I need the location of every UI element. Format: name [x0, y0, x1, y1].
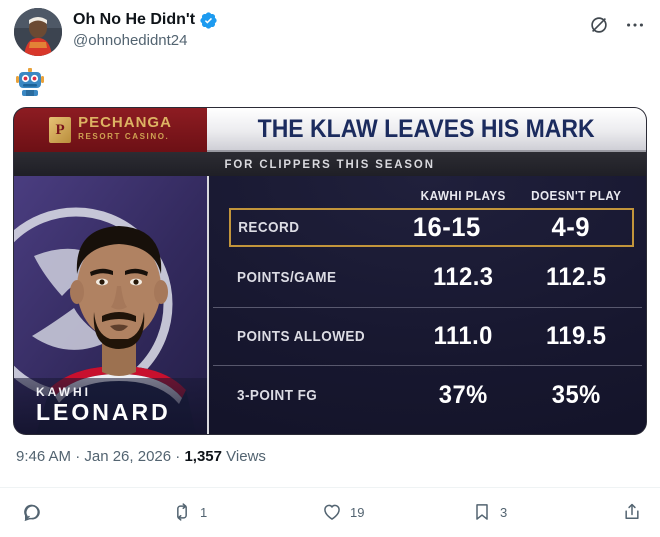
avatar[interactable]: [14, 8, 62, 56]
reply-icon: [24, 504, 40, 522]
more-menu-icon[interactable]: [624, 14, 646, 36]
dot-separator: ·: [175, 448, 181, 465]
player-last-name: LEONARD: [36, 399, 171, 425]
verified-badge-icon: [200, 11, 217, 29]
bookmark-button[interactable]: 3: [472, 502, 622, 522]
stat-label: 3-POINT FG: [237, 386, 318, 404]
views-label: Views: [226, 448, 266, 465]
stat-value-doesnt: 4-9: [550, 212, 590, 242]
pechanga-mark-icon: P: [49, 117, 72, 143]
like-button[interactable]: 19: [322, 502, 472, 522]
stat-value-plays: 37%: [438, 380, 488, 409]
stats-table: KAWHI PLAYS DOESN'T PLAY RECORD 16-15 4-…: [207, 176, 646, 434]
bookmark-count: 3: [500, 504, 508, 520]
retweet-icon: [177, 503, 187, 521]
stat-value-plays: 112.3: [432, 263, 494, 292]
graphic-header: P PECHANGA RESORT CASINO. THE KLAW LEAVE…: [14, 108, 646, 152]
author-handle[interactable]: @ohnohedidnt24: [73, 32, 188, 49]
column-header-plays: KAWHI PLAYS: [420, 188, 506, 203]
heart-icon: [324, 504, 340, 520]
author-name[interactable]: Oh No He Didn't: [73, 11, 196, 28]
tweet-action-bar: 1 19 3: [0, 488, 660, 536]
stat-label: RECORD: [238, 219, 300, 236]
column-header-doesnt-play: DOESN'T PLAY: [530, 188, 621, 203]
table-row: 3-POINT FG 37% 35%: [213, 365, 642, 424]
stat-label: POINTS ALLOWED: [237, 328, 366, 345]
player-name-overlay: KAWHI LEONARD: [14, 378, 207, 434]
stat-value-plays: 111.0: [433, 322, 493, 350]
stat-value-doesnt: 119.5: [545, 322, 607, 350]
season-label: FOR CLIPPERS THIS SEASON: [224, 157, 436, 171]
graphic-title: THE KLAW LEAVES HIS MARK: [258, 114, 595, 143]
tweet-text: [0, 56, 660, 104]
sponsor-name: PECHANGA: [78, 114, 172, 131]
robot-emoji: [16, 68, 44, 96]
sponsor-logo: P PECHANGA RESORT CASINO.: [14, 108, 207, 152]
stat-value-doesnt: 112.5: [545, 263, 607, 292]
season-band: FOR CLIPPERS THIS SEASON: [14, 152, 646, 176]
retweet-count: 1: [200, 504, 208, 520]
header-actions: [588, 8, 646, 36]
divider: [0, 487, 660, 488]
stat-value-doesnt: 35%: [551, 380, 601, 409]
table-row: POINTS ALLOWED 111.0 119.5: [213, 306, 642, 366]
player-first-name: KAWHI: [36, 385, 91, 399]
avatar-image: [14, 8, 62, 56]
author-block: Oh No He Didn't @ohnohedidnt24: [73, 8, 218, 51]
share-button[interactable]: [622, 502, 642, 522]
reply-button[interactable]: [22, 502, 172, 522]
grok-icon[interactable]: [588, 14, 610, 36]
player-photo: KAWHI LEONARD: [14, 176, 207, 434]
table-row: POINTS/GAME 112.3 112.5: [213, 249, 642, 307]
stat-value-plays: 16-15: [412, 212, 481, 242]
like-count: 19: [350, 504, 365, 520]
bookmark-icon: [476, 504, 488, 520]
stats-graphic-card: P PECHANGA RESORT CASINO. THE KLAW LEAVE…: [14, 108, 646, 434]
retweet-button[interactable]: 1: [172, 502, 322, 522]
tweet-header: Oh No He Didn't @ohnohedidnt24: [0, 0, 660, 56]
table-row-record-highlighted: RECORD 16-15 4-9: [229, 208, 634, 247]
timestamp: 9:46 AM · Jan 26, 2026 · 1,357 Views: [16, 448, 266, 465]
graphic-title-band: THE KLAW LEAVES HIS MARK: [207, 108, 646, 152]
stats-column-headers: KAWHI PLAYS DOESN'T PLAY: [213, 184, 642, 205]
share-icon: [625, 503, 639, 519]
stat-label: POINTS/GAME: [237, 269, 337, 287]
time-date: 9:46 AM · Jan 26, 2026: [16, 448, 172, 465]
views-count: 1,357: [184, 448, 222, 465]
sponsor-subtitle: RESORT CASINO.: [78, 132, 170, 141]
